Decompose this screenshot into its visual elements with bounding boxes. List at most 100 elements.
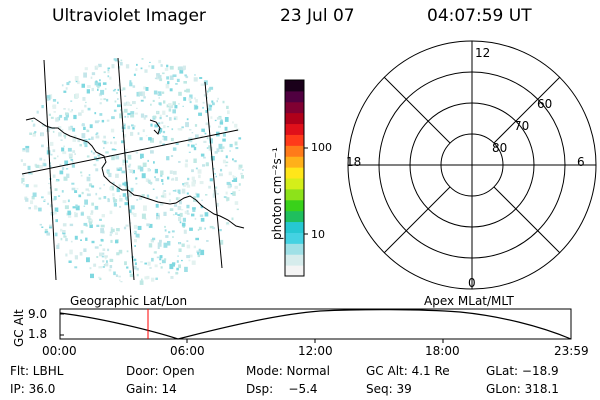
- polar-ring-60: 60: [537, 97, 553, 111]
- uv-speckle: [126, 266, 129, 269]
- uv-speckle: [136, 107, 138, 109]
- uv-speckle: [59, 170, 64, 175]
- uv-speckle: [214, 186, 218, 189]
- uv-speckle: [195, 99, 198, 103]
- polar-label-18: 18: [346, 155, 362, 169]
- uv-speckle: [109, 234, 112, 237]
- status-gain: Gain: 14: [126, 382, 177, 396]
- uv-speckle: [104, 88, 107, 90]
- uv-speckle: [74, 255, 78, 260]
- uv-speckle: [238, 137, 242, 140]
- uv-speckle: [58, 195, 61, 197]
- uv-speckle: [137, 165, 142, 170]
- uv-speckle: [129, 82, 133, 87]
- status-gc-alt: GC Alt: 4.1 Re: [366, 364, 450, 378]
- uv-speckle: [162, 72, 165, 75]
- uv-speckle: [49, 166, 52, 169]
- uv-speckle: [167, 176, 170, 180]
- uv-speckle: [222, 100, 225, 104]
- uv-speckle: [208, 107, 212, 111]
- uv-speckle: [179, 200, 182, 205]
- uv-speckle: [216, 117, 221, 120]
- uv-speckle: [94, 246, 99, 249]
- uv-speckle: [75, 205, 80, 211]
- uv-speckle: [155, 277, 158, 280]
- uv-speckle: [160, 170, 164, 175]
- uv-speckle: [60, 139, 63, 141]
- uv-speckle: [144, 262, 147, 265]
- uv-speckle: [50, 116, 54, 119]
- uv-speckle: [115, 173, 119, 178]
- uv-speckle: [155, 178, 160, 182]
- uv-speckle: [203, 156, 206, 159]
- uv-speckle: [67, 210, 71, 216]
- uv-speckle: [67, 108, 70, 111]
- uv-speckle: [66, 173, 70, 178]
- uv-speckle: [191, 132, 194, 134]
- uv-speckle: [216, 193, 219, 195]
- uv-speckle: [154, 77, 157, 80]
- uv-speckle: [143, 86, 147, 90]
- uv-speckle: [162, 110, 166, 115]
- uv-speckle: [107, 70, 110, 74]
- uv-speckle: [77, 138, 81, 143]
- uv-speckle: [173, 117, 176, 120]
- uv-speckle: [63, 90, 67, 93]
- uv-speckle: [95, 135, 100, 139]
- uv-speckle: [44, 228, 48, 232]
- uv-speckle: [43, 163, 47, 167]
- timeline-right-label: Apex MLat/MLT: [424, 294, 514, 308]
- uv-speckle: [113, 109, 117, 112]
- uv-speckle: [76, 187, 79, 190]
- uv-speckle: [127, 112, 131, 116]
- uv-speckle: [44, 231, 49, 234]
- uv-speckle: [209, 138, 213, 144]
- uv-speckle: [141, 173, 146, 179]
- uv-speckle: [101, 214, 105, 218]
- uv-speckle: [107, 198, 110, 200]
- uv-speckle: [111, 116, 115, 120]
- uv-speckle: [102, 248, 106, 251]
- uv-speckle: [89, 124, 93, 129]
- status-dsp: Dsp: −5.4: [246, 382, 318, 396]
- uv-speckle: [199, 77, 203, 79]
- polar-label-12: 12: [475, 46, 491, 60]
- uv-speckle: [83, 205, 86, 207]
- uv-speckle: [232, 191, 236, 196]
- uv-speckle: [124, 181, 128, 187]
- uv-speckle: [71, 187, 76, 191]
- uv-speckle: [61, 190, 64, 193]
- uv-speckle: [106, 260, 108, 263]
- uv-speckle: [231, 180, 235, 182]
- uv-speckle: [140, 67, 143, 70]
- uv-speckle: [107, 170, 110, 175]
- uv-speckle: [177, 197, 181, 201]
- uv-speckle: [109, 231, 113, 234]
- uv-speckle: [201, 128, 205, 132]
- uv-speckle: [162, 182, 164, 185]
- uv-speckle: [150, 182, 153, 185]
- uv-speckle: [195, 143, 197, 146]
- uv-speckle: [91, 136, 94, 140]
- uv-speckle: [49, 204, 53, 208]
- uv-speckle: [118, 84, 121, 87]
- uv-speckle: [191, 169, 194, 173]
- uv-speckle: [216, 148, 220, 153]
- uv-speckle: [124, 196, 129, 200]
- uv-speckle: [168, 103, 172, 106]
- uv-speckle: [214, 119, 217, 122]
- colorbar: [285, 80, 304, 277]
- uv-speckle: [41, 196, 44, 199]
- uv-speckle: [75, 80, 78, 83]
- uv-speckle: [170, 276, 174, 279]
- uv-speckle: [178, 248, 182, 252]
- uv-speckle: [133, 125, 136, 128]
- uv-speckle: [75, 93, 79, 99]
- uv-speckle: [160, 266, 163, 269]
- uv-speckle: [168, 231, 171, 234]
- uv-speckle: [60, 228, 63, 232]
- uv-speckle: [238, 189, 241, 191]
- uv-speckle: [67, 199, 70, 203]
- uv-speckle: [127, 165, 131, 168]
- uv-speckle: [74, 153, 76, 155]
